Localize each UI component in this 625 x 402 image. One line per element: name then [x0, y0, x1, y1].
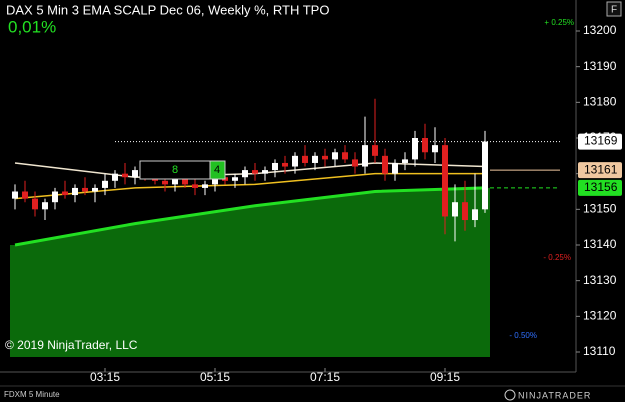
candle-body	[332, 152, 338, 160]
candle-body	[132, 170, 138, 178]
y-tick-label: 13130	[583, 273, 617, 287]
candle-body	[382, 155, 388, 174]
percent-level: + 0.25%	[544, 18, 574, 27]
y-tick-label: 13120	[583, 309, 617, 323]
candle-body	[172, 177, 178, 185]
candle-body	[262, 170, 268, 174]
x-tick-label: 03:15	[90, 370, 120, 384]
price-marker-label: 13169	[584, 134, 618, 148]
candle-body	[82, 187, 88, 192]
candle-body	[482, 141, 488, 210]
y-tick-label: 13140	[583, 237, 617, 251]
logo-icon	[504, 389, 516, 401]
candle-body	[432, 145, 438, 153]
price-marker	[578, 133, 622, 150]
instrument: FDXM 5 Minute	[4, 390, 60, 399]
candle-body	[252, 170, 258, 174]
candle-body	[102, 180, 108, 188]
candle-body	[362, 145, 368, 167]
candle-body	[422, 138, 428, 153]
copyright: © 2019 NinjaTrader, LLC	[5, 338, 138, 352]
change: 0,01%	[8, 17, 56, 36]
button[interactable]	[606, 1, 622, 17]
counter: 4	[214, 164, 220, 176]
price-marker	[578, 179, 622, 196]
candle-body	[22, 191, 28, 199]
candle-body	[352, 159, 358, 167]
candle-body	[282, 162, 288, 167]
candle-body	[302, 155, 308, 163]
candle-body	[62, 191, 68, 196]
x-tick-label: 05:15	[200, 370, 230, 384]
candle-body	[212, 177, 218, 185]
candle-body	[442, 145, 448, 217]
candle-body	[452, 202, 458, 217]
ema-area	[10, 187, 490, 357]
candle-body	[292, 155, 298, 167]
candle-body	[392, 162, 398, 174]
candle-body	[232, 177, 238, 181]
candle-body	[182, 177, 188, 185]
candle-body	[472, 209, 478, 221]
y-tick-label: 13200	[583, 23, 617, 37]
counter-box	[209, 160, 226, 180]
ema-line	[14, 186, 486, 247]
candle-body	[192, 184, 198, 188]
candle-body	[242, 170, 248, 178]
candle-body	[32, 198, 38, 210]
logo: NINJATRADER	[518, 390, 591, 400]
y-tick-label: 13180	[583, 95, 617, 109]
y-tick-label: 13150	[583, 202, 617, 216]
candle-body	[52, 191, 58, 203]
candle-body	[112, 173, 118, 181]
candle-body	[92, 187, 98, 192]
counter: 8	[172, 164, 178, 176]
candle-body	[322, 155, 328, 160]
chart-title: DAX 5 Min 3 EMA SCALP Dec 06, Weekly %, …	[6, 2, 329, 17]
candle-body	[12, 191, 18, 199]
candle-body	[162, 180, 168, 185]
candle-body	[342, 152, 348, 160]
candle-body	[412, 138, 418, 160]
candle-body	[462, 202, 468, 221]
candle-body	[72, 187, 78, 196]
candle-body	[122, 173, 128, 178]
percent-level: - 0.25%	[543, 253, 571, 262]
price-marker-label: 13156	[584, 180, 618, 194]
candle-body	[42, 202, 48, 210]
y-tick-label: 13190	[583, 59, 617, 73]
button-label[interactable]: F	[611, 5, 617, 16]
y-tick-label: 13110	[583, 344, 616, 358]
candle-body	[372, 145, 378, 156]
candle-body	[202, 184, 208, 188]
price-marker-label: 13161	[584, 162, 618, 176]
x-tick-label: 07:15	[310, 370, 340, 384]
candle-body	[402, 159, 408, 163]
percent-level: - 0.50%	[509, 331, 537, 340]
x-tick-label: 09:15	[430, 370, 460, 384]
price-marker	[578, 162, 622, 179]
candle-body	[312, 155, 318, 163]
candle-body	[272, 162, 278, 171]
